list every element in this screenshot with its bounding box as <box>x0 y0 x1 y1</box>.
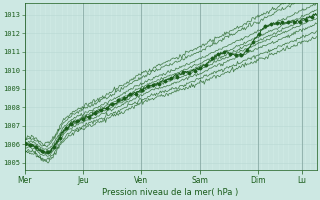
X-axis label: Pression niveau de la mer( hPa ): Pression niveau de la mer( hPa ) <box>102 188 239 197</box>
